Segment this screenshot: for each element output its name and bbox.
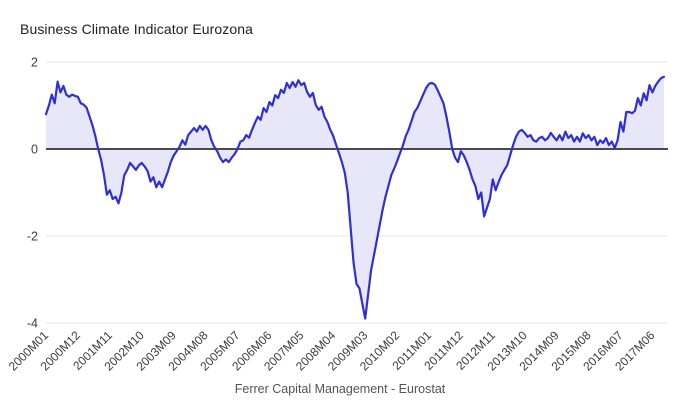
chart-caption: Ferrer Capital Management - Eurostat bbox=[234, 382, 446, 396]
chart-title: Business Climate Indicator Eurozona bbox=[20, 21, 254, 37]
series-line bbox=[44, 75, 666, 320]
y-axis-tick-label: 0 bbox=[31, 143, 38, 157]
y-axis-tick-label: -4 bbox=[27, 317, 38, 331]
y-axis-tick-label: -2 bbox=[27, 230, 38, 244]
series-area-fill bbox=[46, 76, 664, 319]
y-axis-tick-label: 2 bbox=[31, 56, 38, 70]
